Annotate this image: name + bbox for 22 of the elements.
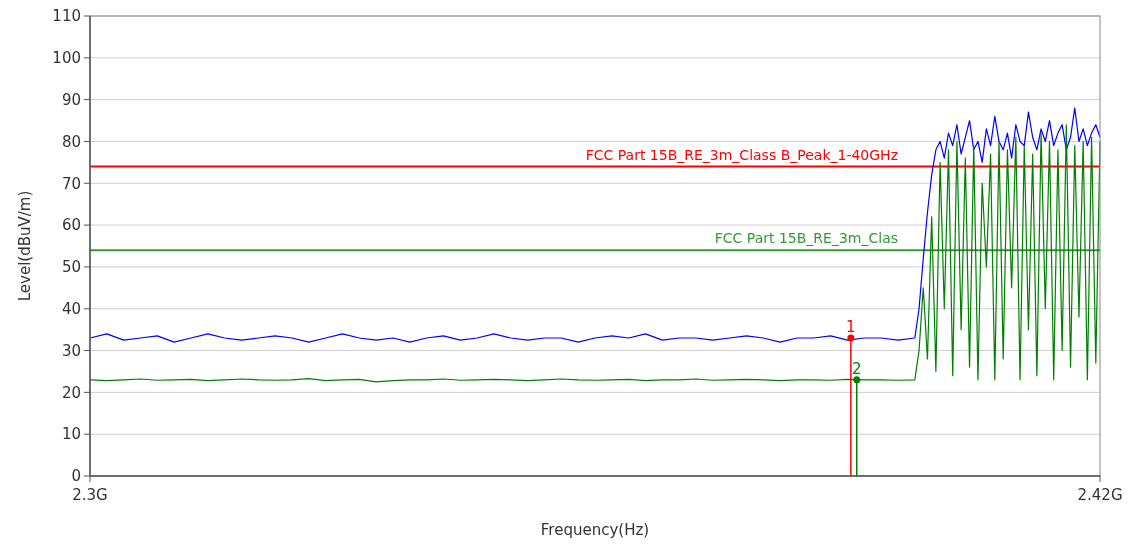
ref-line-label: FCC Part 15B_RE_3m_Clas bbox=[714, 230, 898, 247]
line-series bbox=[89, 107, 1101, 343]
annotation: 2 bbox=[851, 359, 862, 378]
y-axis-title: Level(dBuV/m) bbox=[16, 190, 34, 302]
x-tick-label: 2.3G bbox=[72, 486, 108, 504]
line-series bbox=[89, 124, 1101, 383]
y-tick-label: 0 bbox=[71, 467, 81, 486]
y-tick-label: 10 bbox=[61, 425, 81, 444]
ref-line-label: FCC Part 15B_RE_3m_Class B_Peak_1-40GHz bbox=[585, 146, 898, 163]
x-tick-label: 2.42G bbox=[1077, 486, 1123, 504]
y-tick-label: 20 bbox=[61, 383, 81, 402]
y-tick-label: 100 bbox=[52, 49, 81, 68]
y-tick-label: 80 bbox=[61, 132, 81, 151]
y-tick-label: 90 bbox=[61, 90, 81, 109]
y-tick-label: 50 bbox=[61, 258, 81, 277]
y-tick-label: 70 bbox=[61, 174, 81, 193]
y-tick-label: 60 bbox=[61, 216, 81, 235]
y-tick-label: 40 bbox=[61, 299, 81, 318]
y-tick-label: 110 bbox=[52, 7, 81, 26]
x-axis-title: Frequency(Hz) bbox=[540, 521, 650, 539]
annotation: 1 bbox=[846, 318, 856, 336]
y-tick-label: 30 bbox=[61, 341, 81, 360]
